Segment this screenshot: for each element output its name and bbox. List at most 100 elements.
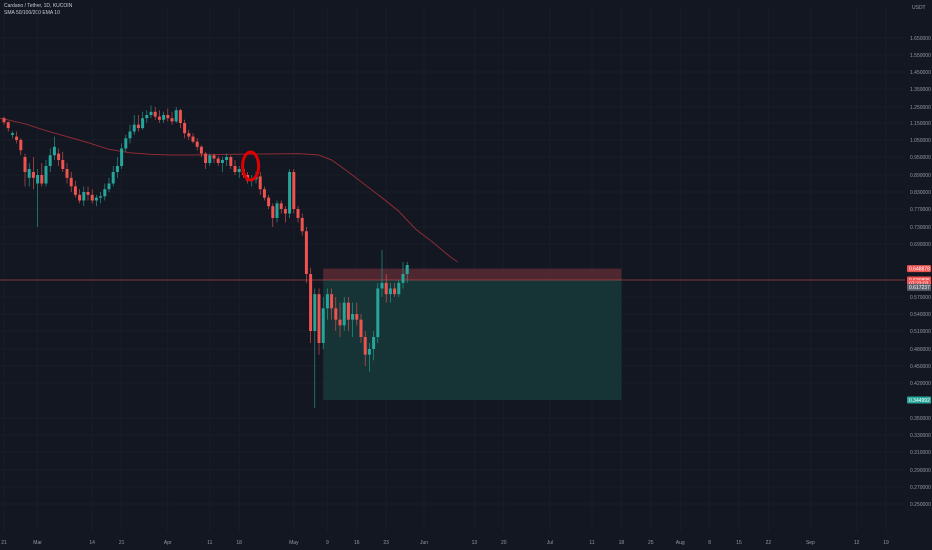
- candle: [82, 186, 86, 207]
- candle-body: [69, 177, 73, 187]
- candle-body: [73, 186, 77, 195]
- time-axis[interactable]: 21 Mar 14 21 Apr 11 18 May 9 16 23 Jun 13 20 Jul 11 18 25…: [1, 540, 889, 546]
- candle-body: [397, 282, 401, 295]
- candle: [233, 160, 237, 175]
- candle: [149, 105, 153, 119]
- highlight-circle: [241, 150, 261, 182]
- y-tick-label: 0.690000: [910, 242, 931, 248]
- candle-body: [52, 146, 56, 156]
- candle-body: [330, 294, 334, 309]
- candle-body: [65, 169, 69, 178]
- candle: [380, 250, 384, 297]
- candle: [136, 115, 140, 132]
- candle: [107, 177, 111, 192]
- candle-body: [313, 294, 317, 331]
- candle: [288, 169, 292, 218]
- candle: [141, 111, 145, 130]
- candle: [363, 331, 367, 366]
- candle: [208, 153, 212, 166]
- price-tag-label: 0.617237: [909, 285, 930, 291]
- x-tick-label: 13: [472, 540, 478, 546]
- candle-body: [279, 203, 283, 209]
- x-tick-label: 19: [883, 540, 889, 546]
- y-tick-label: 0.270000: [910, 485, 931, 491]
- candle-body: [183, 123, 187, 134]
- candle: [397, 280, 401, 297]
- annotation-layer: [241, 150, 261, 182]
- candle: [27, 163, 31, 187]
- y-tick-label: 0.570000: [910, 295, 931, 301]
- chart-legend: Cardano / Tether, 1D, KUCOIN SMA 50/100/…: [4, 3, 72, 17]
- candle: [376, 282, 380, 343]
- stop-loss-zone[interactable]: [323, 268, 622, 280]
- candle-body: [405, 265, 409, 274]
- candle: [195, 138, 199, 151]
- candle-body: [401, 274, 405, 283]
- x-tick-label: 14: [89, 540, 95, 546]
- candle: [48, 148, 52, 172]
- candle: [157, 110, 161, 123]
- candle: [128, 124, 132, 144]
- candle-body: [359, 319, 363, 337]
- candle: [279, 200, 283, 214]
- candle-body: [288, 172, 292, 214]
- y-tick-label: 1.650000: [910, 36, 931, 42]
- candle-body: [376, 288, 380, 337]
- symbol-title: Cardano / Tether, 1D, KUCOIN: [4, 3, 73, 9]
- x-tick-label: 12: [854, 540, 860, 546]
- candle: [40, 163, 44, 187]
- candle-body: [99, 196, 103, 198]
- candle: [229, 155, 233, 169]
- x-tick-label: 9: [326, 540, 329, 546]
- candle: [99, 192, 103, 204]
- x-tick-label: 18: [236, 540, 242, 546]
- candle-body: [338, 319, 342, 326]
- candle: [346, 297, 350, 331]
- candle-body: [216, 158, 220, 163]
- y-tick-label: 0.770000: [910, 207, 931, 213]
- y-tick-label: 1.450000: [910, 70, 931, 76]
- position-zones[interactable]: [0, 268, 905, 400]
- candle: [204, 151, 208, 169]
- x-tick-label: 20: [501, 540, 507, 546]
- price-tag: 0.617237: [907, 283, 931, 291]
- candle: [153, 107, 157, 120]
- candle-body: [115, 166, 119, 172]
- price-tag: 0.344992: [907, 396, 931, 404]
- candle: [15, 131, 19, 144]
- candle-body: [229, 157, 233, 166]
- candle: [2, 116, 6, 125]
- candle: [283, 206, 287, 223]
- x-tick-label: 21: [1, 540, 7, 546]
- candle: [330, 288, 334, 320]
- candle: [31, 157, 35, 190]
- x-tick-label: 11: [207, 540, 212, 546]
- candle: [120, 143, 124, 169]
- candle: [367, 343, 371, 372]
- candle: [162, 111, 166, 123]
- price-tag-bg: [907, 396, 931, 404]
- candle: [405, 262, 409, 283]
- candle: [178, 108, 182, 129]
- candle: [115, 157, 119, 178]
- y-tick-label: 1.550000: [910, 53, 931, 59]
- candle-body: [94, 197, 98, 201]
- price-tag-label: 0.344992: [909, 398, 930, 404]
- candle-body: [304, 231, 308, 274]
- y-tick-label: 0.730000: [910, 225, 931, 231]
- y-tick-label: 1.050000: [910, 138, 931, 144]
- candle-body: [372, 337, 376, 349]
- candle-body: [292, 172, 296, 209]
- price-axis[interactable]: USDT 1.650000 1.550000 1.450000 1.350000 1.25…: [910, 5, 931, 508]
- candle-body: [153, 111, 157, 117]
- take-profit-zone[interactable]: [323, 280, 622, 400]
- candle: [267, 194, 271, 209]
- candle-body: [233, 166, 237, 172]
- candle-body: [57, 153, 61, 160]
- candle: [36, 169, 40, 227]
- candle: [309, 268, 313, 343]
- price-tag: 0.648878: [907, 265, 931, 272]
- candle-body: [27, 169, 31, 178]
